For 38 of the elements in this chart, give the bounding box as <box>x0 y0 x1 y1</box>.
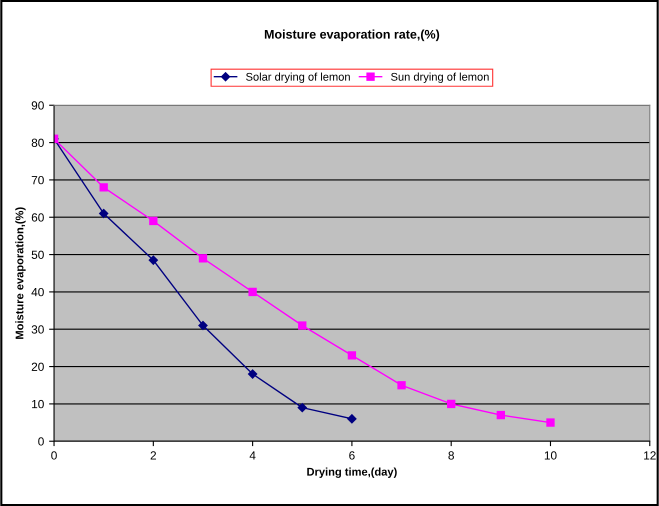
x-axis-title: Drying time,(day) <box>307 468 397 478</box>
point <box>198 254 208 262</box>
point <box>248 288 257 296</box>
y-tick-label: 60 <box>32 213 44 222</box>
point <box>99 208 108 218</box>
x-tick-label: 8 <box>448 451 454 460</box>
x-tick-label: 2 <box>150 451 156 460</box>
point <box>496 410 506 420</box>
point <box>100 183 108 192</box>
point <box>447 400 456 408</box>
point <box>298 321 306 330</box>
x-tick-label: 4 <box>250 451 256 460</box>
x-tick-label: 0 <box>51 451 57 460</box>
chart-title: Moisture evaporation rate,(%) <box>264 30 440 42</box>
y-tick-label: 0 <box>38 437 44 446</box>
point <box>348 351 356 360</box>
x-tick-label: 10 <box>544 451 557 460</box>
point <box>347 414 357 424</box>
point <box>198 320 208 330</box>
y-tick-label: 40 <box>31 288 44 296</box>
y-tick-label: 10 <box>32 400 44 408</box>
point <box>148 256 158 265</box>
y-tick-label: 50 <box>32 250 44 259</box>
point <box>397 381 406 390</box>
y-tick-label: 30 <box>32 325 44 334</box>
y-tick-label: 90 <box>32 101 44 110</box>
y-tick-label: 20 <box>32 362 44 371</box>
y-axis-title: Moisture evaporation,(%) <box>15 207 26 339</box>
legend-label: Solar drying of lemon <box>246 72 350 83</box>
point <box>248 369 258 379</box>
x-tick-label: 12 <box>644 451 656 460</box>
y-tick-label: 80 <box>32 138 44 147</box>
point <box>546 418 555 427</box>
point <box>298 403 307 412</box>
legend-label: Sun drying of lemon <box>391 72 489 83</box>
y-tick-label: 70 <box>32 176 44 184</box>
x-tick-label: 6 <box>349 451 355 460</box>
point <box>149 216 158 226</box>
